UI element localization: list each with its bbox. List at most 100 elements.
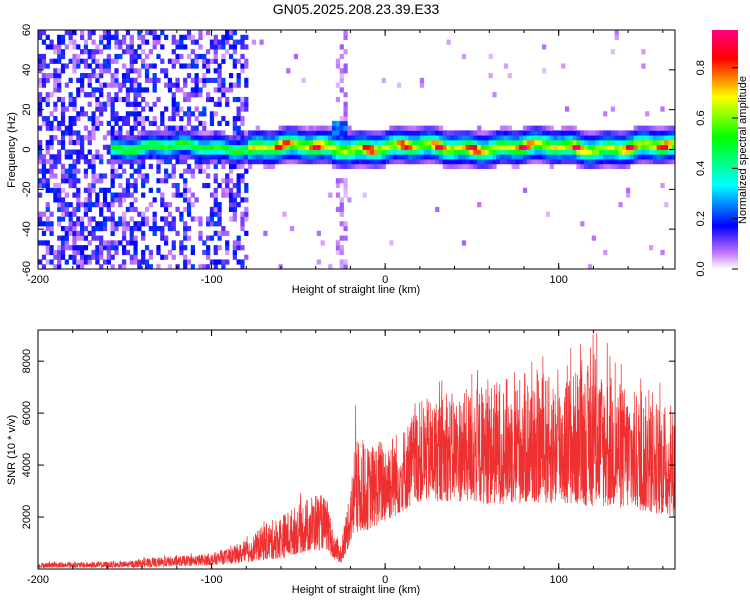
heatmap-cell	[106, 216, 111, 222]
heatmap-cell	[232, 116, 237, 122]
heatmap-cell	[374, 130, 379, 136]
heatmap-cell	[183, 235, 188, 241]
heatmap-cell	[580, 159, 585, 165]
heatmap-cell	[206, 58, 211, 64]
heatmap-cell	[80, 77, 85, 83]
heatmap-cell	[114, 96, 119, 103]
heatmap-cell	[41, 178, 47, 184]
heatmap-cell	[194, 130, 199, 136]
heatmap-cell	[427, 135, 432, 141]
heatmap-cell	[251, 135, 257, 141]
heatmap-cell	[610, 154, 615, 160]
heatmap-cell	[209, 39, 215, 45]
heatmap-cell	[255, 135, 260, 141]
heatmap-cell	[194, 92, 199, 98]
heatmap-cell	[309, 125, 314, 131]
heatmap-cell	[76, 206, 81, 213]
heatmap-cell	[148, 135, 153, 141]
heatmap-cell	[408, 125, 413, 131]
heatmap-cell	[221, 187, 226, 193]
heatmap-cell	[228, 216, 234, 222]
heatmap-cell	[72, 240, 77, 246]
heatmap-cell	[228, 30, 234, 36]
heatmap-cell	[316, 130, 321, 136]
heatmap-cell	[507, 144, 512, 150]
heatmap-cell	[129, 111, 134, 117]
heatmap-cell	[587, 154, 593, 160]
heatmap-cell	[339, 77, 344, 83]
heatmap-cell	[339, 120, 344, 126]
heatmap-cell	[381, 144, 386, 150]
heatmap-cell	[316, 154, 321, 160]
heatmap-cell	[599, 144, 604, 150]
heatmap-cell	[53, 154, 58, 160]
heatmap-cell	[183, 34, 188, 40]
heatmap-cell	[240, 159, 245, 165]
heatmap-cell	[232, 63, 237, 69]
heatmap-cell	[519, 144, 524, 150]
heatmap-cell	[95, 259, 100, 265]
heatmap-cell	[465, 139, 470, 146]
heatmap-cell	[122, 154, 127, 160]
heatmap-cell	[488, 53, 493, 60]
heatmap-cell	[515, 163, 520, 170]
heatmap-cell	[297, 149, 302, 155]
heatmap-cell	[83, 111, 89, 117]
heatmap-cell	[87, 135, 92, 141]
heatmap-cell	[95, 96, 100, 103]
heatmap-cell	[633, 154, 638, 160]
heatmap-cell	[106, 101, 111, 107]
heatmap-cell	[171, 221, 176, 227]
heatmap-cell	[133, 178, 138, 184]
heatmap-cell	[186, 111, 192, 117]
heatmap-cell	[316, 159, 321, 165]
heatmap-cell	[648, 125, 654, 131]
heatmap-cell	[225, 149, 230, 155]
heatmap-cell	[225, 259, 230, 265]
heatmap-cell	[137, 68, 142, 74]
heatmap-cell	[332, 154, 337, 160]
heatmap-cell	[114, 135, 119, 141]
heatmap-cell	[156, 264, 161, 269]
heatmap-cell	[637, 135, 642, 141]
heatmap-cell	[431, 144, 436, 150]
heatmap-cell	[484, 135, 489, 141]
heatmap-cell	[362, 130, 367, 136]
heatmap-cell	[626, 139, 631, 146]
heatmap-cell	[267, 159, 272, 165]
heatmap-cell	[114, 159, 119, 165]
heatmap-cell	[255, 149, 260, 155]
heatmap-cell	[228, 154, 234, 160]
heatmap-cell	[419, 125, 425, 131]
heatmap-cell	[438, 130, 444, 136]
heatmap-cell	[91, 73, 96, 79]
heatmap-cell	[641, 139, 646, 146]
heatmap-cell	[38, 96, 43, 103]
heatmap-cell	[190, 125, 195, 131]
heatmap-cell	[45, 63, 50, 69]
heatmap-cell	[122, 135, 127, 141]
heatmap-cell	[362, 163, 367, 170]
heatmap-cell	[160, 216, 165, 222]
heatmap-cell	[57, 58, 62, 64]
heatmap-cell	[60, 197, 66, 203]
heatmap-cell	[38, 106, 43, 112]
heatmap-cell	[225, 240, 230, 246]
heatmap-cell	[49, 39, 54, 45]
heatmap-cell	[492, 159, 497, 165]
heatmap-cell	[80, 221, 85, 227]
heatmap-cell	[236, 163, 241, 170]
heatmap-cell	[87, 221, 92, 227]
heatmap-cell	[183, 264, 188, 269]
heatmap-cell	[648, 154, 654, 160]
heatmap-cell	[400, 139, 405, 146]
heatmap-cell	[217, 221, 222, 227]
heatmap-cell	[251, 159, 257, 165]
heatmap-cell	[167, 221, 173, 227]
heatmap-cell	[122, 82, 127, 88]
heatmap-cell	[179, 34, 184, 40]
heatmap-cell	[175, 125, 180, 131]
heatmap-cell	[122, 225, 127, 232]
heatmap-cell	[557, 135, 562, 141]
y-tick-label: -20	[21, 181, 33, 197]
